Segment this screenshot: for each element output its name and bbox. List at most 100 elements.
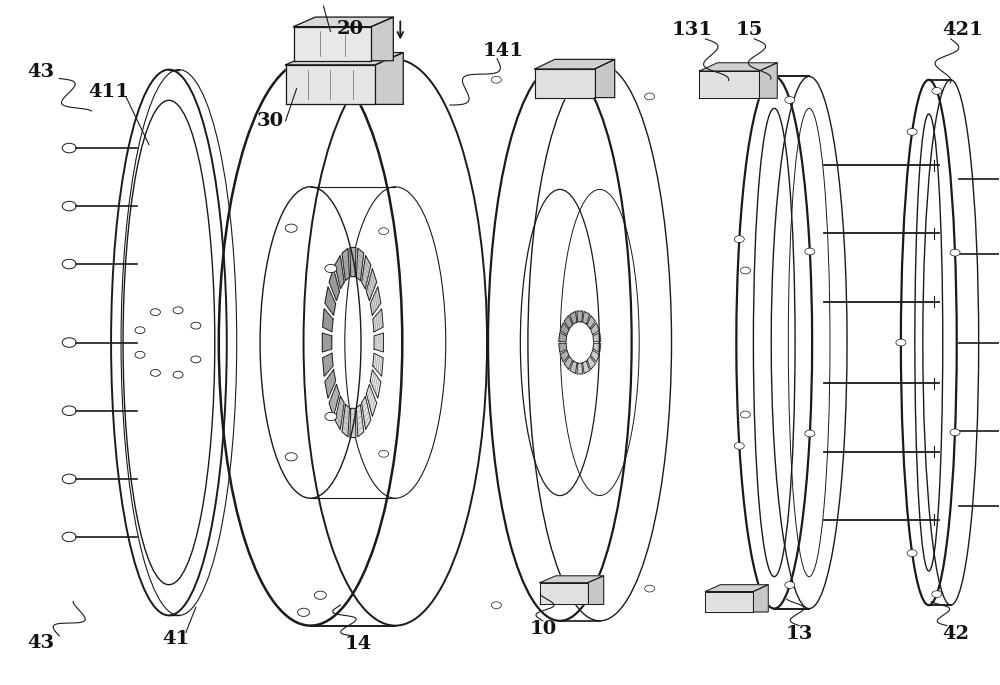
Polygon shape [373, 353, 383, 376]
Circle shape [491, 602, 501, 609]
Circle shape [325, 264, 337, 273]
Polygon shape [540, 583, 588, 604]
Polygon shape [559, 333, 567, 342]
Circle shape [314, 86, 326, 94]
Polygon shape [593, 333, 601, 342]
Circle shape [379, 228, 389, 234]
Polygon shape [350, 247, 356, 277]
Circle shape [62, 259, 76, 269]
Circle shape [491, 76, 501, 83]
Circle shape [932, 88, 942, 95]
Polygon shape [560, 323, 569, 335]
Text: 20: 20 [337, 20, 364, 38]
Circle shape [150, 369, 160, 376]
Circle shape [135, 327, 145, 334]
Polygon shape [366, 384, 377, 416]
Text: 43: 43 [28, 634, 55, 651]
Polygon shape [535, 60, 615, 69]
Polygon shape [699, 63, 777, 71]
Circle shape [62, 474, 76, 484]
Polygon shape [356, 248, 364, 281]
Polygon shape [564, 356, 572, 369]
Polygon shape [350, 408, 356, 438]
Polygon shape [342, 248, 349, 281]
Polygon shape [335, 396, 344, 429]
Polygon shape [593, 343, 601, 352]
Text: 131: 131 [672, 21, 713, 39]
Polygon shape [323, 353, 333, 376]
Polygon shape [362, 396, 371, 429]
Text: 43: 43 [28, 62, 55, 81]
Circle shape [785, 582, 795, 588]
Text: 411: 411 [89, 83, 130, 101]
Polygon shape [595, 60, 615, 97]
Circle shape [950, 249, 960, 256]
Text: 13: 13 [785, 625, 813, 643]
Polygon shape [564, 316, 572, 329]
Circle shape [298, 608, 310, 616]
Polygon shape [325, 370, 336, 398]
Circle shape [907, 128, 917, 135]
Circle shape [191, 322, 201, 329]
Polygon shape [577, 311, 583, 322]
Circle shape [734, 236, 744, 242]
Circle shape [62, 143, 76, 153]
Polygon shape [370, 287, 381, 315]
Circle shape [755, 91, 765, 98]
Circle shape [932, 590, 942, 597]
Text: 421: 421 [942, 21, 983, 39]
Polygon shape [342, 404, 349, 437]
Circle shape [379, 451, 389, 457]
Polygon shape [323, 309, 333, 332]
Polygon shape [570, 361, 577, 373]
Text: 141: 141 [482, 42, 523, 60]
Circle shape [62, 201, 76, 211]
Polygon shape [705, 592, 753, 612]
Circle shape [734, 443, 744, 449]
Polygon shape [371, 17, 393, 61]
Circle shape [173, 307, 183, 314]
Polygon shape [705, 585, 768, 592]
Polygon shape [587, 316, 595, 329]
Text: 14: 14 [345, 635, 372, 653]
Circle shape [755, 587, 765, 594]
Polygon shape [329, 384, 339, 416]
Polygon shape [560, 350, 569, 362]
Circle shape [805, 248, 815, 255]
Circle shape [62, 338, 76, 347]
Circle shape [645, 93, 655, 100]
Circle shape [805, 430, 815, 437]
Polygon shape [535, 69, 595, 97]
Polygon shape [373, 309, 383, 332]
Circle shape [896, 339, 906, 346]
Circle shape [325, 412, 337, 421]
Circle shape [740, 267, 750, 274]
Polygon shape [559, 343, 567, 352]
Polygon shape [583, 312, 590, 324]
Circle shape [645, 585, 655, 592]
Polygon shape [540, 576, 604, 583]
Text: 30: 30 [257, 112, 284, 129]
Text: 10: 10 [529, 620, 557, 638]
Circle shape [191, 356, 201, 363]
Polygon shape [588, 576, 604, 604]
Circle shape [62, 406, 76, 416]
Text: 15: 15 [736, 21, 763, 39]
Text: 42: 42 [942, 625, 969, 643]
Polygon shape [356, 404, 364, 437]
Circle shape [314, 591, 326, 599]
Polygon shape [335, 256, 344, 289]
Circle shape [907, 550, 917, 557]
Polygon shape [577, 363, 583, 374]
Polygon shape [286, 65, 375, 104]
Circle shape [62, 532, 76, 542]
Circle shape [298, 68, 310, 77]
Polygon shape [322, 333, 332, 352]
Polygon shape [583, 361, 590, 373]
Polygon shape [325, 287, 336, 315]
Polygon shape [286, 53, 403, 65]
Polygon shape [329, 269, 339, 301]
Polygon shape [294, 27, 371, 61]
Polygon shape [591, 323, 599, 335]
Polygon shape [753, 585, 768, 612]
